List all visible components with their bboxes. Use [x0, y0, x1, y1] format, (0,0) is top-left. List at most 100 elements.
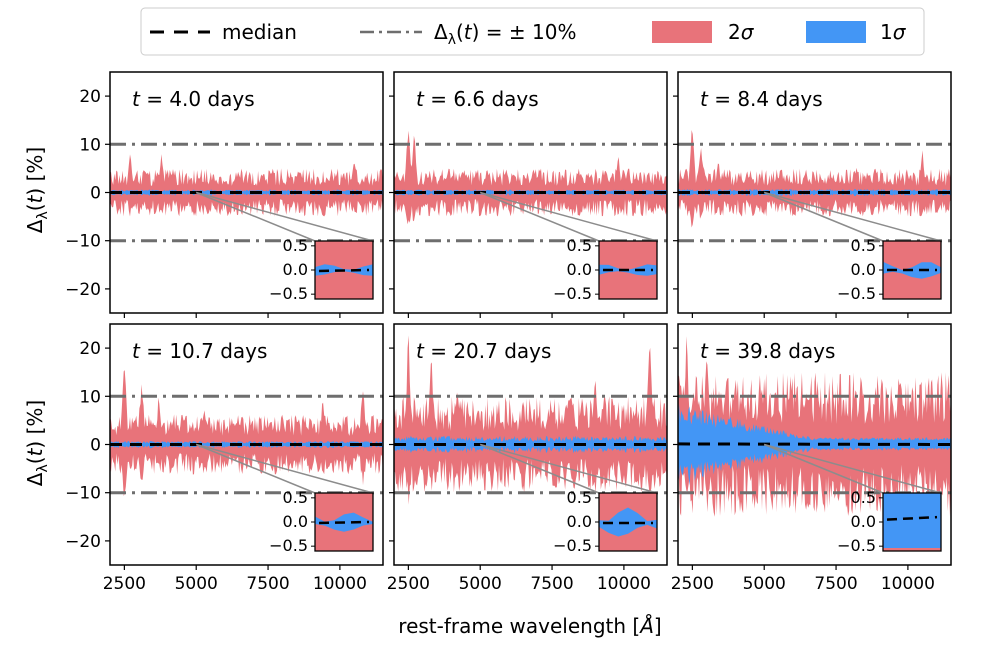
- panel-6: 0.5 0.0 −0.5 t = 39.8 days 2500 5000 7500 10000: [671, 323, 952, 594]
- xtick-label: 7500: [814, 574, 857, 594]
- band-2sigma: [394, 335, 667, 505]
- inset-ytick-label: 0.0: [283, 260, 308, 279]
- y-axis-label-top: Δλ(t) [%]: [23, 147, 51, 233]
- ytick-label: 0: [90, 436, 101, 456]
- inset-ytick-label: 0.5: [567, 488, 592, 507]
- band-2sigma: [110, 154, 383, 217]
- xtick-label: 7500: [530, 574, 573, 594]
- panel-plot-area: [110, 370, 383, 496]
- ytick-label: −10: [65, 232, 101, 252]
- inset-connector: [479, 443, 600, 494]
- panel-title: t = 6.6 days: [416, 87, 539, 111]
- band-1sigma: [394, 435, 667, 454]
- inset: 0.5 0.0 −0.5: [837, 488, 942, 555]
- panel-title: t = 4.0 days: [132, 87, 255, 111]
- inset-ytick-label: −0.5: [269, 536, 308, 555]
- inset-ytick-label: 0.0: [851, 512, 876, 531]
- inset-connector: [195, 443, 316, 494]
- xtick-label: 2500: [387, 574, 430, 594]
- band-1sigma: [678, 189, 951, 197]
- panel-title: t = 8.4 days: [700, 87, 823, 111]
- inset-connector: [763, 191, 884, 242]
- panel-plot-area: [678, 336, 951, 517]
- legend-median-label: median: [222, 20, 297, 44]
- panel-plot-area: [110, 142, 383, 243]
- panel-title: t = 20.7 days: [416, 339, 551, 363]
- ytick-label: −10: [65, 484, 101, 504]
- inset-ytick-label: 0.5: [851, 488, 876, 507]
- y-axis-label-bottom: Δλ(t) [%]: [23, 400, 51, 486]
- inset-ytick-label: 0.5: [283, 236, 308, 255]
- panel-title: t = 10.7 days: [132, 339, 267, 363]
- xtick-label: 2500: [671, 574, 714, 594]
- panel-3: 0.5 0.0 −0.5 t = 8.4 days: [673, 71, 952, 318]
- legend-2sigma-label: 2σ: [728, 20, 755, 44]
- x-axis-label: rest-frame wavelength [Å]: [398, 614, 661, 638]
- inset-ytick-label: 0.5: [283, 488, 308, 507]
- inset: 0.5 0.0 −0.5: [553, 488, 658, 555]
- inset-ytick-label: −0.5: [837, 284, 876, 303]
- legend: median Δλ(t) = ± 10% 2σ 1σ: [140, 7, 925, 56]
- inset-ytick-label: −0.5: [837, 536, 876, 555]
- band-2sigma: [678, 130, 951, 228]
- inset-ytick-label: 0.5: [567, 236, 592, 255]
- ytick-label: −20: [65, 280, 101, 300]
- xtick-label: 5000: [459, 574, 502, 594]
- panel-2: 0.5 0.0 −0.5 t = 6.6 days: [389, 71, 668, 318]
- legend-frame: [140, 7, 925, 56]
- inset: 0.5 0.0 −0.5: [269, 236, 374, 303]
- inset-ytick-label: 0.0: [567, 512, 592, 531]
- inset-ytick-label: 0.0: [567, 260, 592, 279]
- inset-median: [318, 520, 370, 525]
- panel-5: 0.5 0.0 −0.5 t = 20.7 days 2500 5000 7500 10000: [387, 323, 668, 594]
- ytick-label: 20: [79, 87, 101, 107]
- legend-threshold-label: Δλ(t) = ± 10%: [434, 20, 576, 48]
- panel-plot-area: [678, 130, 951, 243]
- inset-connector: [195, 191, 316, 242]
- inset-connector: [196, 191, 374, 242]
- band-1sigma: [678, 403, 951, 486]
- inset-median: [886, 515, 938, 521]
- inset-median: [318, 268, 370, 273]
- inset-ytick-label: 0.0: [283, 512, 308, 531]
- inset-ytick-label: 0.0: [851, 260, 876, 279]
- inset-connector: [764, 443, 942, 494]
- xtick-label: 10000: [597, 574, 651, 594]
- ytick-label: 10: [79, 387, 101, 407]
- panel-plot-area: [394, 130, 667, 243]
- median-line: [678, 442, 951, 446]
- inset: 0.5 0.0 −0.5: [553, 236, 658, 303]
- xtick-label: 10000: [881, 574, 935, 594]
- panel-4: 0.5 0.0 −0.5 t = 10.7 days 20 10 0 −10 −20 2500 50…: [65, 323, 384, 594]
- inset-connector: [764, 191, 942, 242]
- inset: 0.5 0.0 −0.5: [837, 236, 942, 303]
- xtick-label: 5000: [743, 574, 786, 594]
- inset-ytick-label: −0.5: [553, 284, 592, 303]
- inset-connector: [479, 191, 600, 242]
- band-2sigma: [678, 336, 951, 517]
- legend-1sigma-swatch: [806, 21, 866, 43]
- legend-1sigma-label: 1σ: [880, 20, 907, 44]
- inset-band-2sigma: [883, 493, 941, 551]
- band-2sigma: [394, 130, 667, 225]
- inset-ytick-label: −0.5: [269, 284, 308, 303]
- panel-grid: 0.5 0.0 −0.5 t = 4.0 days 20 10 0 −10 −20 0.5 0.0 −…: [65, 71, 952, 594]
- inset-connector: [196, 443, 374, 494]
- band-2sigma: [110, 370, 383, 496]
- inset-connector: [480, 191, 658, 242]
- legend-2sigma-swatch: [652, 21, 712, 43]
- ytick-label: 20: [79, 339, 101, 359]
- ytick-label: 0: [90, 184, 101, 204]
- ytick-label: 10: [79, 135, 101, 155]
- inset-band-edge: [883, 548, 941, 551]
- panel-1: 0.5 0.0 −0.5 t = 4.0 days 20 10 0 −10 −20: [65, 71, 384, 318]
- inset: 0.5 0.0 −0.5: [269, 488, 374, 555]
- panel-title: t = 39.8 days: [700, 339, 835, 363]
- band-1sigma: [110, 441, 383, 449]
- xtick-label: 5000: [175, 574, 218, 594]
- inset-connector: [763, 443, 884, 494]
- xtick-label: 2500: [103, 574, 146, 594]
- xtick-label: 7500: [246, 574, 289, 594]
- inset-ytick-label: −0.5: [553, 536, 592, 555]
